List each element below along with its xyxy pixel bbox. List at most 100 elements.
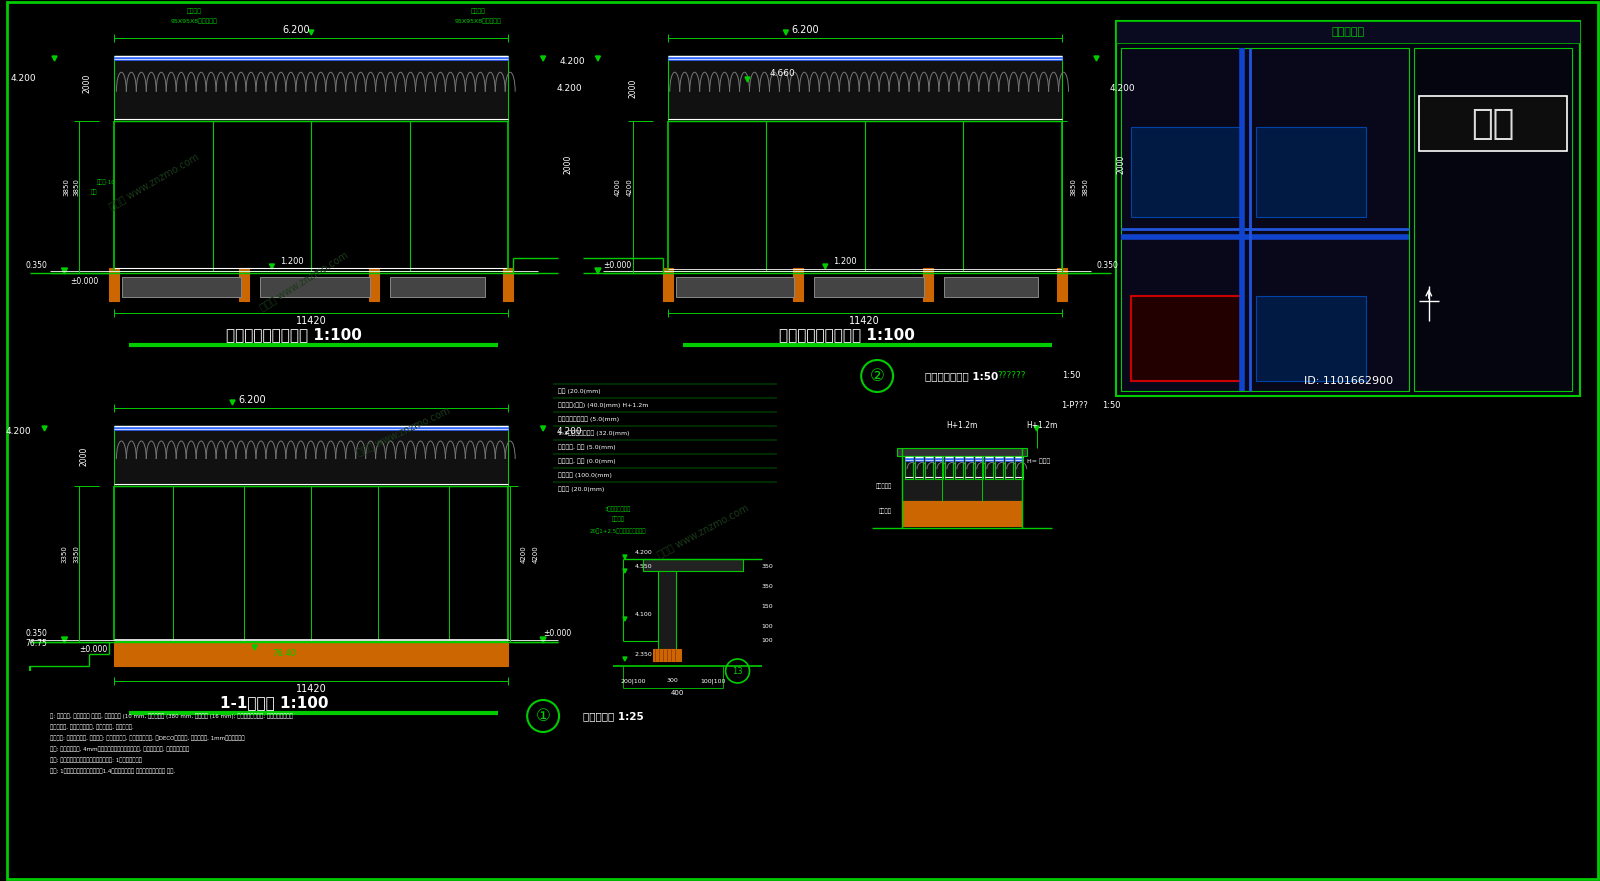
Polygon shape <box>1094 56 1099 61</box>
Bar <box>965 457 973 479</box>
Polygon shape <box>595 56 600 61</box>
Text: 4.200: 4.200 <box>11 74 37 83</box>
Bar <box>261 277 371 297</box>
Text: 板厚 (20.0(mm): 板厚 (20.0(mm) <box>558 389 600 394</box>
Polygon shape <box>1034 426 1038 431</box>
Text: 防水卷材, 厚度 (5.0(mm): 防水卷材, 厚度 (5.0(mm) <box>558 444 616 450</box>
Text: 13: 13 <box>733 667 742 676</box>
Text: 3850: 3850 <box>74 178 80 196</box>
Text: 4.200: 4.200 <box>6 426 32 435</box>
Polygon shape <box>541 637 546 643</box>
Text: 200|100: 200|100 <box>621 678 645 684</box>
Text: 水泥砂浆 (100.0(mm): 水泥砂浆 (100.0(mm) <box>558 472 611 478</box>
Text: 400: 400 <box>670 690 685 696</box>
Text: 300: 300 <box>667 678 678 684</box>
Text: 应如图调整, 或找水泥粉刷面, 如图处理面, 请设计确定.: 应如图调整, 或找水泥粉刷面, 如图处理面, 请设计确定. <box>50 724 133 729</box>
Text: 知末网 www.znzmo.com: 知末网 www.znzmo.com <box>656 503 750 559</box>
Bar <box>114 56 509 60</box>
Bar <box>1256 127 1366 217</box>
Polygon shape <box>622 617 627 621</box>
Bar <box>995 457 1003 461</box>
Bar <box>675 277 794 297</box>
Text: 150: 150 <box>762 603 773 609</box>
Text: 4.660: 4.660 <box>770 70 795 78</box>
Text: 95X95X8角钓锋横标: 95X95X8角钓锋横标 <box>171 19 218 24</box>
Text: 3350: 3350 <box>74 545 80 563</box>
Bar <box>1014 457 1022 461</box>
Bar <box>109 268 120 301</box>
Text: 4.550: 4.550 <box>635 565 653 569</box>
Text: 油漆说明: 金属构件涂料, 如锂构件: 刷一道防锈漆, 刷白合格三道漆, 或DECO涂刷施工, 水杨酸漆膜, 1mm水泥砂浆三道: 油漆说明: 金属构件涂料, 如锂构件: 刷一道防锈漆, 刷白合格三道漆, 或DE… <box>50 736 245 741</box>
Text: 区位示意图: 区位示意图 <box>1331 27 1365 37</box>
Bar <box>1005 457 1013 461</box>
Text: 知末网 www.znzmo.com: 知末网 www.znzmo.com <box>107 152 202 211</box>
Text: 知末网 www.znzmo.com: 知末网 www.znzmo.com <box>258 249 350 312</box>
Bar <box>1014 457 1022 479</box>
Text: 350: 350 <box>762 564 773 568</box>
Text: 0.350: 0.350 <box>26 630 48 639</box>
Text: 屋面: 屋面涂料所用材料应不低于以下标准: 1个水泥砂浆三道: 屋面: 屋面涂料所用材料应不低于以下标准: 1个水泥砂浆三道 <box>50 757 141 763</box>
Text: 防水卷材: 防水卷材 <box>611 516 624 522</box>
Bar <box>813 277 923 297</box>
Polygon shape <box>309 30 314 35</box>
Text: 2000: 2000 <box>629 78 637 98</box>
Polygon shape <box>622 555 627 559</box>
Text: 2000: 2000 <box>1117 155 1126 174</box>
Polygon shape <box>622 657 627 661</box>
Text: ①: ① <box>536 707 550 725</box>
Bar <box>934 457 942 479</box>
Text: 1:50: 1:50 <box>1102 402 1120 411</box>
Text: 1.200: 1.200 <box>280 256 304 265</box>
Bar <box>915 457 923 479</box>
Text: 混凝土 (20.0(mm): 混凝土 (20.0(mm) <box>558 486 605 492</box>
Bar <box>902 456 1022 501</box>
Text: 3850: 3850 <box>64 178 69 196</box>
Polygon shape <box>822 264 827 269</box>
Text: 知末: 知末 <box>1472 107 1515 141</box>
Text: 颔色呆天: 颔色呆天 <box>470 8 486 14</box>
Bar <box>955 457 963 461</box>
Bar <box>902 501 1022 526</box>
Text: 95X95X8角钓锋横标: 95X95X8角钓锋横标 <box>454 19 502 24</box>
Bar <box>1414 48 1573 391</box>
Text: ±0.000: ±0.000 <box>603 261 630 270</box>
Bar <box>915 457 923 461</box>
Bar <box>986 457 992 461</box>
Bar <box>1256 296 1366 381</box>
Text: H= 栏板高: H= 栏板高 <box>1027 458 1050 463</box>
Text: 檮沟大样图 1:25: 檮沟大样图 1:25 <box>582 711 643 721</box>
Text: 0.350: 0.350 <box>26 261 48 270</box>
Bar <box>1131 296 1242 381</box>
Bar <box>667 56 1061 121</box>
Polygon shape <box>784 30 789 35</box>
Polygon shape <box>61 268 67 274</box>
Text: 混凝土栏板: 混凝土栏板 <box>875 483 893 489</box>
Text: 4.200: 4.200 <box>635 551 653 556</box>
Text: 2.350: 2.350 <box>635 653 653 657</box>
Text: ±0.000: ±0.000 <box>70 277 99 285</box>
Bar <box>925 457 933 461</box>
Text: 350: 350 <box>762 583 773 589</box>
Bar <box>667 56 1061 60</box>
Text: 20厚1+2.5隔层防水卷材多行排: 20厚1+2.5隔层防水卷材多行排 <box>590 529 646 534</box>
Polygon shape <box>541 56 546 61</box>
Bar <box>662 268 672 301</box>
Bar <box>114 426 509 486</box>
Text: ±0.000: ±0.000 <box>542 630 571 639</box>
Text: 1-1剖面图 1:100: 1-1剖面图 1:100 <box>219 695 328 710</box>
Bar <box>946 457 954 461</box>
Bar <box>1131 296 1242 381</box>
Bar <box>906 457 914 461</box>
Text: 4.100: 4.100 <box>635 612 653 618</box>
Bar <box>934 457 942 461</box>
Bar <box>925 457 933 479</box>
Text: 4200: 4200 <box>522 545 526 563</box>
Text: 11420: 11420 <box>296 684 326 694</box>
Text: 混凝土-10: 混凝土-10 <box>98 179 115 185</box>
Text: 4.200: 4.200 <box>557 426 582 435</box>
Polygon shape <box>42 426 46 431</box>
Text: 1.200: 1.200 <box>834 256 858 265</box>
Text: 防水卷材, 厚度 (0.0(mm): 防水卷材, 厚度 (0.0(mm) <box>558 458 616 463</box>
Polygon shape <box>253 645 258 650</box>
Text: 知末网 www.znzmo.com: 知末网 www.znzmo.com <box>355 405 451 457</box>
